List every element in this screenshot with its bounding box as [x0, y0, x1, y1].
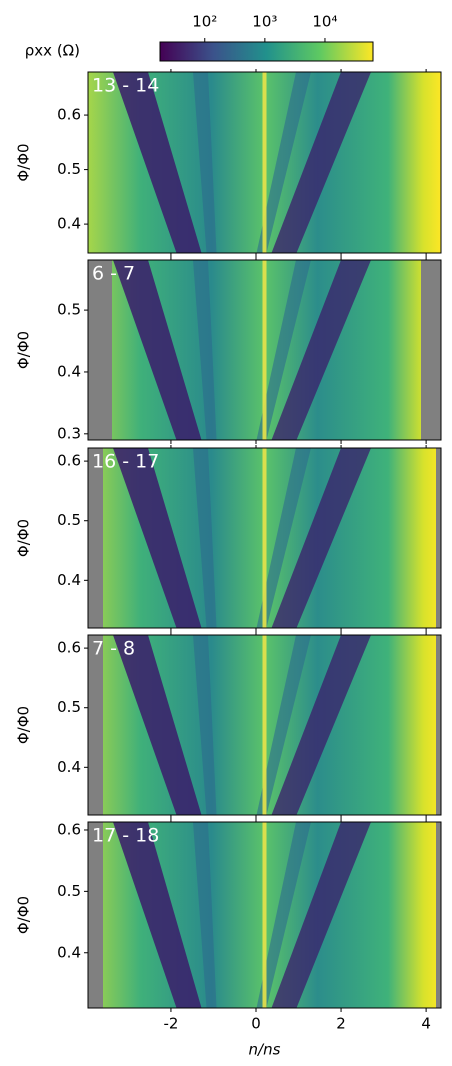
panel-title: 6 - 7	[92, 263, 135, 285]
y-tick-label: 0.6	[57, 452, 81, 470]
frame	[87, 821, 442, 1009]
y-tick-label: 0.6	[57, 639, 81, 657]
dark-band	[256, 72, 311, 253]
dark-band	[113, 260, 202, 440]
dark-band	[256, 635, 311, 815]
frame	[87, 259, 442, 441]
y-tick-label: 0.4	[57, 943, 81, 961]
heatmap	[88, 260, 441, 440]
dark-band	[271, 822, 371, 1008]
y-tick-label: 0.4	[57, 571, 81, 589]
y-axis-label: Φ/Φ0	[15, 331, 33, 369]
x-tick-label: 0	[251, 1015, 261, 1033]
y-tick-label: 0.5	[57, 698, 81, 716]
no-data	[436, 822, 441, 1008]
y-tick-label: 0.5	[57, 882, 81, 900]
frame	[87, 447, 442, 629]
no-data	[88, 260, 112, 440]
dark-band	[256, 822, 311, 1008]
x-tick-label: 4	[421, 1015, 431, 1033]
y-tick-label: 0.5	[57, 160, 81, 178]
dark-band	[113, 448, 202, 628]
y-tick-label: 0.6	[57, 106, 81, 124]
dark-band	[256, 448, 311, 628]
x-tick-label: -2	[163, 1015, 178, 1033]
x-axis-label: n/ns	[249, 1041, 281, 1059]
no-data	[436, 635, 441, 815]
dark-band	[193, 260, 217, 440]
y-axis-label: Φ/Φ0	[15, 706, 33, 744]
dark-band	[113, 822, 202, 1008]
panel-title: 16 - 17	[92, 451, 159, 473]
y-axis-label: Φ/Φ0	[15, 143, 33, 181]
dark-band	[193, 635, 217, 815]
panel-title: 7 - 8	[92, 638, 135, 660]
no-data	[436, 448, 441, 628]
dark-band	[113, 635, 202, 815]
y-tick-label: 0.4	[57, 215, 81, 233]
dark-band	[271, 260, 371, 440]
no-data	[88, 635, 103, 815]
colorbar-tick-label: 10⁴	[312, 13, 337, 31]
y-tick-label: 0.6	[57, 820, 81, 838]
no-data	[88, 822, 103, 1008]
dark-band	[271, 448, 371, 628]
y-tick-label: 0.3	[57, 424, 81, 442]
dark-band	[193, 448, 217, 628]
panel-title: 13 - 14	[92, 75, 159, 97]
no-data	[88, 448, 103, 628]
dark-band	[193, 822, 217, 1008]
heatmap	[88, 448, 441, 628]
dark-band	[271, 72, 371, 253]
y-tick-label: 0.5	[57, 511, 81, 529]
colorbar-tick-label: 10²	[192, 13, 217, 31]
panel-title: 17 - 18	[92, 825, 159, 847]
frame	[87, 634, 442, 816]
y-tick-label: 0.5	[57, 301, 81, 319]
heatmap	[88, 822, 441, 1008]
y-tick-label: 0.4	[57, 362, 81, 380]
colorbar	[159, 41, 374, 62]
x-tick-label: 2	[336, 1015, 346, 1033]
dark-band	[193, 72, 217, 253]
dark-band	[271, 635, 371, 815]
frame	[87, 71, 442, 254]
dark-band	[256, 260, 311, 440]
no-data	[421, 260, 441, 440]
y-axis-label: Φ/Φ0	[15, 896, 33, 934]
y-axis-label: Φ/Φ0	[15, 519, 33, 557]
colorbar-label: ρxx (Ω)	[25, 42, 80, 60]
heatmap	[88, 635, 441, 815]
colorbar-tick-label: 10³	[252, 13, 277, 31]
dark-band	[113, 72, 202, 253]
heatmap	[88, 72, 441, 253]
y-tick-label: 0.4	[57, 758, 81, 776]
